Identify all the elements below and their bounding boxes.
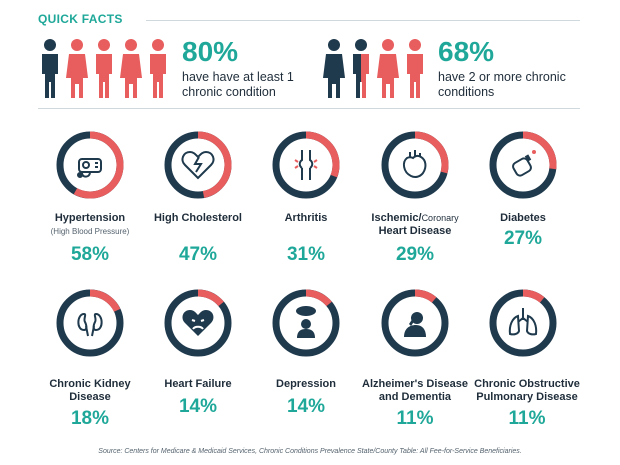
head-in-hands-icon [404,312,426,337]
blood-pressure-monitor-icon [77,158,102,178]
condition-percent: 27% [503,228,543,249]
condition-card-hypertension: Hypertension (High Blood Pressure) 58% [36,130,144,280]
condition-label: Chronic Kidney Disease [49,378,131,403]
progress-ring [55,130,125,200]
people-five-icon [42,39,166,98]
condition-label: Chronic Obstructive Pulmonary Disease [474,378,580,403]
progress-ring [271,288,341,358]
condition-percent: 58% [70,244,110,265]
sad-heart-icon [182,310,214,336]
fact-percent: 68% [438,36,495,67]
condition-percent: 31% [286,244,326,265]
section-divider [38,108,580,109]
progress-ring [380,130,450,200]
anatomical-heart-icon [402,150,427,178]
condition-card-alzheimers: Alzheimer's Disease and Dementia 11% [361,288,469,438]
condition-label-line2: Heart Disease [378,225,452,237]
condition-label: Alzheimer's Disease and Dementia [362,378,468,403]
condition-label-small: Coronary [421,213,459,223]
condition-percent: 14% [178,396,218,417]
condition-sublabel: (High Blood Pressure) [50,227,130,236]
source-note: Source: Centers for Medicare & Medicaid … [98,448,522,455]
condition-label: Hypertension [54,212,126,224]
condition-card-heart-failure: Heart Failure 14% [144,288,252,438]
condition-percent: 18% [70,408,110,429]
condition-percent: 11% [508,408,546,429]
people-four-icon [323,39,423,98]
condition-label: Arthritis [284,212,328,224]
fact-two-or-more: 68% have 2 or more chronic conditions [322,36,580,102]
header-divider [146,20,580,21]
condition-percent: 47% [178,244,218,265]
progress-ring [488,288,558,358]
progress-ring [488,130,558,200]
condition-label: Ischemic/ [371,212,422,224]
fact-at-least-one: 80% have have at least 1 chronic conditi… [38,36,308,102]
condition-label: High Cholesterol [153,212,242,224]
rain-cloud-person-icon [296,306,316,338]
fact-description: have have at least 1 chronic condition [182,70,294,99]
condition-percent: 11% [396,408,434,429]
condition-card-ischemic-heart-disease: Ischemic/Coronary Heart Disease 29% [361,130,469,280]
glucose-meter-icon [512,150,536,177]
quick-facts-title: QUICK FACTS [38,12,123,26]
progress-ring [163,288,233,358]
condition-label: Diabetes [500,212,546,224]
condition-card-depression: Depression 14% [252,288,360,438]
condition-card-arthritis: Arthritis 31% [252,130,360,280]
lungs-icon [508,308,538,336]
knee-joint-icon [294,150,318,180]
condition-card-chronic-kidney-disease: Chronic Kidney Disease 18% [36,288,144,438]
progress-ring [380,288,450,358]
condition-card-high-cholesterol: High Cholesterol 47% [144,130,252,280]
condition-percent: 29% [395,244,435,265]
condition-percent: 14% [286,396,326,417]
kidneys-icon [77,312,103,337]
progress-ring [55,288,125,358]
progress-ring [163,130,233,200]
broken-heart-icon [181,150,215,180]
condition-label: Depression [276,378,336,390]
fact-percent: 80% [182,36,239,67]
condition-card-copd: Chronic Obstructive Pulmonary Disease 11… [469,288,585,438]
fact-description: have 2 or more chronic conditions [438,70,566,99]
quick-facts-header: QUICK FACTS [38,10,580,30]
progress-ring [271,130,341,200]
condition-label: Heart Failure [164,378,232,390]
condition-card-diabetes: Diabetes 27% [469,130,577,280]
